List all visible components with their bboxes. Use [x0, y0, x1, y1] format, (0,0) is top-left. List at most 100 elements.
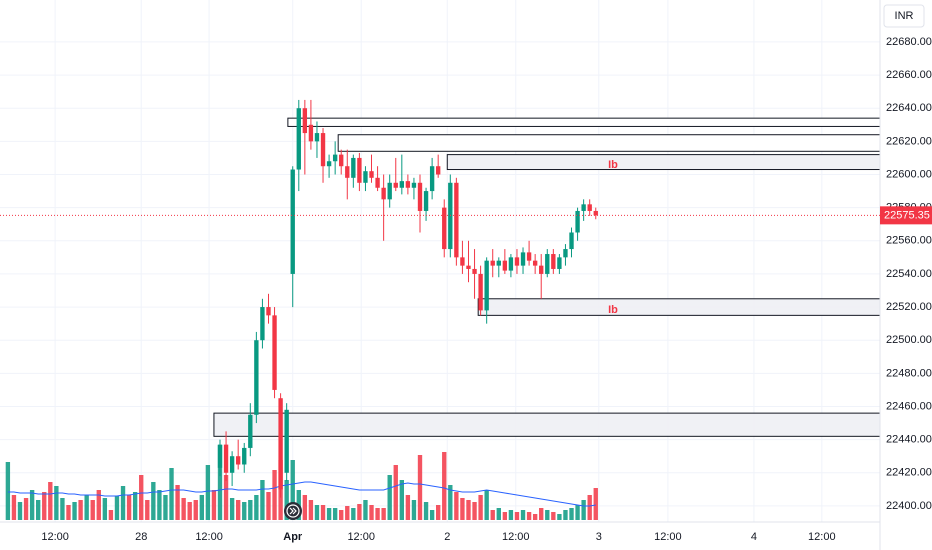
candle-body — [254, 340, 259, 415]
y-tick-label: 22680.00 — [886, 36, 932, 48]
volume-bar — [42, 492, 47, 520]
x-tick-label: 2 — [444, 531, 450, 543]
volume-bar — [199, 495, 204, 520]
last-price-label: 22575.35 — [884, 209, 930, 221]
volume-ma-line — [7, 481, 596, 507]
candle-body — [266, 307, 271, 316]
volume-bar — [236, 500, 241, 520]
candle-body — [508, 257, 514, 271]
volume-bar — [436, 505, 441, 520]
candle-body — [375, 177, 380, 188]
candle-body — [490, 260, 495, 266]
volume-bar — [508, 510, 514, 520]
candle-body — [284, 409, 289, 473]
volume-bar — [411, 500, 417, 520]
zone-label: Ib — [608, 159, 618, 171]
icon-ring — [286, 504, 300, 518]
zone-box — [337, 134, 880, 152]
candle-body — [423, 191, 429, 211]
volume-bar — [375, 508, 380, 520]
candle-body — [236, 456, 241, 465]
currency: INR — [895, 10, 914, 22]
y-tick-label: 22520.00 — [886, 301, 932, 313]
volume-bar — [526, 512, 532, 520]
candle-body — [417, 182, 423, 211]
candle-body — [308, 124, 314, 142]
y-tick-label: 22440.00 — [886, 434, 932, 446]
volume-bar — [478, 495, 483, 520]
volume-bar — [490, 510, 495, 520]
candle-body — [478, 273, 483, 311]
volume-bar — [345, 506, 350, 520]
volume-bar — [36, 500, 41, 520]
volume-bar — [569, 508, 574, 520]
volume-bar — [126, 495, 132, 520]
volume-bar — [5, 462, 11, 520]
candle-body — [393, 182, 398, 188]
zones: Ib Ib — [213, 117, 880, 437]
volume-bar — [169, 468, 174, 520]
zone-box — [213, 412, 880, 437]
volume-bar — [29, 490, 35, 520]
volume-bar — [175, 485, 180, 520]
volume-bar — [266, 492, 271, 520]
candle-body — [332, 154, 338, 162]
volume-bar — [429, 510, 435, 520]
candles — [217, 99, 598, 498]
volume-bar — [514, 512, 520, 520]
candle-body — [296, 108, 301, 170]
volume-bar — [23, 498, 29, 520]
volume-bar — [211, 490, 217, 520]
y-tick-label: 22460.00 — [886, 400, 932, 412]
x-tick-label: 28 — [135, 531, 147, 543]
x-tick-label: 12:00 — [808, 531, 836, 543]
candle-body — [320, 133, 326, 167]
x-tick-label: 12:00 — [347, 531, 375, 543]
volume-bar — [417, 455, 423, 520]
candle-body — [587, 204, 592, 211]
y-tick-label: 22420.00 — [886, 467, 932, 479]
volume-bar — [284, 480, 289, 520]
candle-body — [229, 456, 235, 473]
volume-bar — [308, 500, 314, 520]
x-tick-label: 4 — [751, 531, 757, 543]
volume-bar — [357, 504, 362, 520]
candle-body — [569, 232, 574, 250]
volume-bar — [369, 505, 374, 520]
volume-bar — [157, 490, 162, 520]
volume-bar — [17, 502, 23, 520]
goto-icon[interactable] — [284, 502, 302, 520]
volume-bar — [302, 495, 308, 520]
zone-label: Ib — [608, 304, 618, 316]
candle-body — [496, 260, 501, 266]
volume-bar — [363, 500, 368, 520]
candle-body — [429, 166, 435, 192]
volume-bar — [54, 486, 59, 520]
volume-bar — [181, 498, 186, 520]
volume-bar — [132, 492, 138, 520]
volume-bar — [496, 508, 501, 520]
x-tick-label: 12:00 — [41, 531, 69, 543]
candle-body — [302, 108, 308, 134]
volume-bar — [332, 508, 338, 520]
y-tick-label: 22640.00 — [886, 102, 932, 114]
candle-body — [272, 315, 277, 390]
candle-body — [339, 154, 344, 167]
candle-body — [526, 252, 532, 261]
candle-body — [278, 398, 283, 490]
candle-body — [260, 307, 265, 341]
y-tick-label: 22620.00 — [886, 135, 932, 147]
volume-bar — [448, 485, 453, 520]
volume-bar — [72, 502, 77, 520]
candle-body — [248, 414, 253, 448]
currency-box[interactable] — [883, 4, 925, 28]
candle-body — [436, 166, 441, 175]
y-tick-label: 22540.00 — [886, 268, 932, 280]
volume-bar — [539, 508, 544, 520]
volume-bar — [187, 502, 192, 520]
candle-body — [326, 161, 332, 167]
x-tick-label: 12:00 — [502, 531, 530, 543]
volume-bar — [460, 498, 465, 520]
y-tick-label: 22660.00 — [886, 69, 932, 81]
